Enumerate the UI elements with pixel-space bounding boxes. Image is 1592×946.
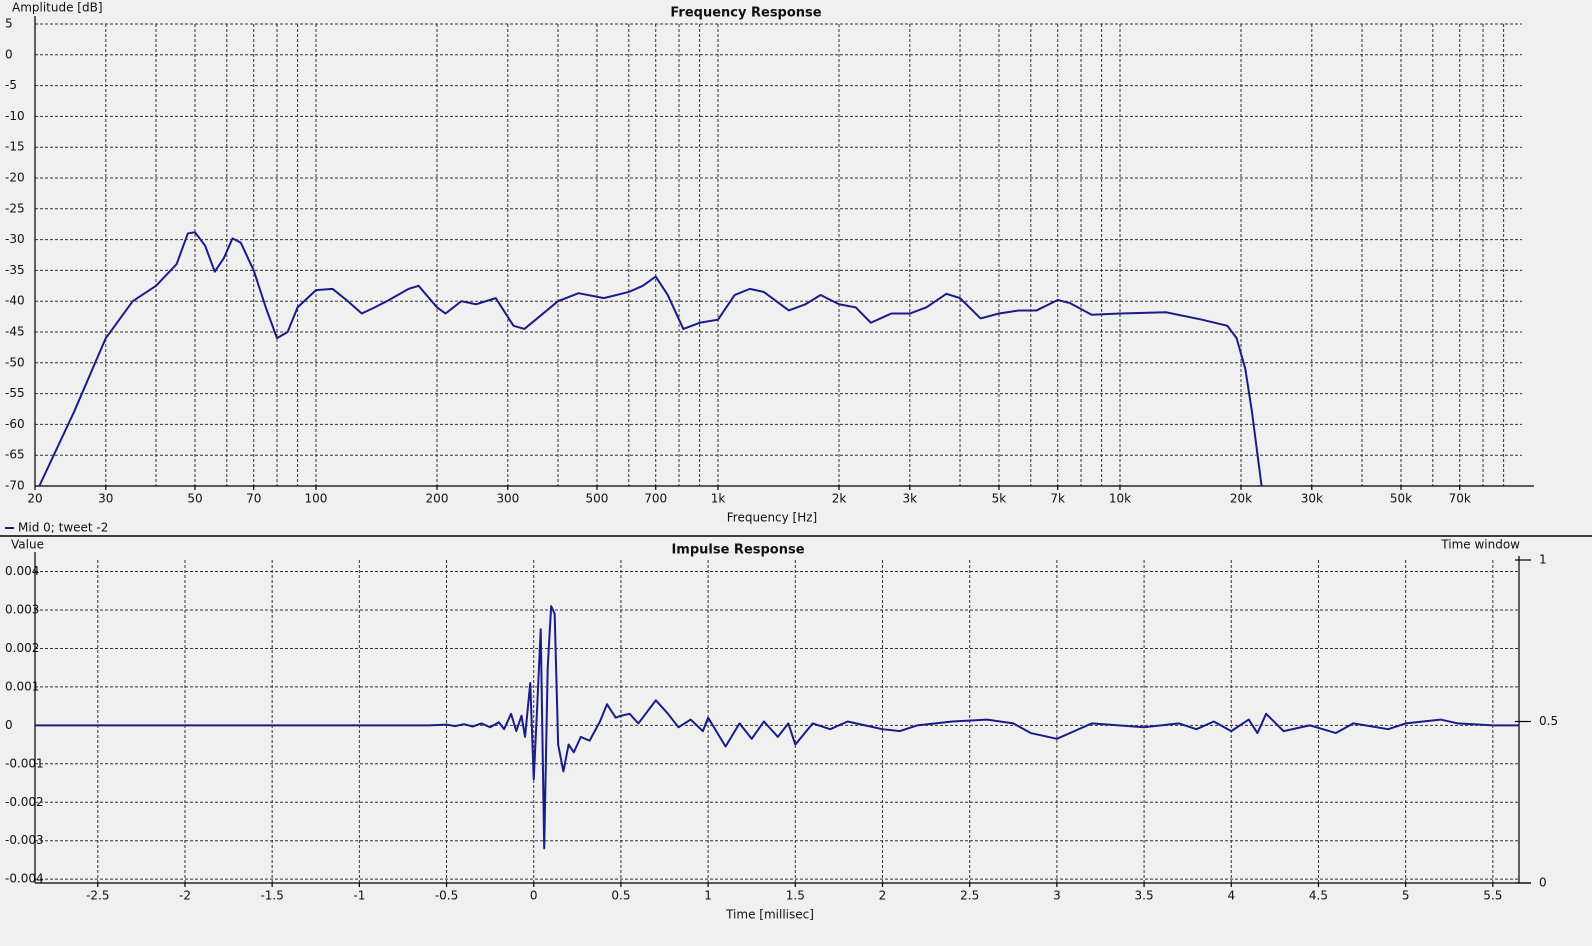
x-tick-label: -1	[353, 889, 365, 903]
y2-tick-label: 1	[1539, 553, 1547, 567]
y-axis-label: Amplitude [dB]	[12, 1, 103, 15]
y-tick-label: -65	[5, 448, 25, 462]
y-tick-label: 0.004	[5, 564, 39, 578]
x-tick-label: 200	[426, 492, 449, 506]
x-tick-label: 20	[27, 492, 42, 506]
y-tick-label: -0.002	[5, 795, 44, 809]
data-line	[38, 231, 1263, 487]
data-line	[35, 605, 1519, 850]
y-tick-label: -5	[5, 78, 17, 92]
y-tick-label: 0.003	[5, 602, 39, 616]
x-tick-label: 10k	[1109, 492, 1131, 506]
x-tick-label: -2	[179, 889, 191, 903]
y-tick-label: -15	[5, 140, 25, 154]
x-tick-label: 100	[305, 492, 328, 506]
y-tick-label: -70	[5, 479, 25, 493]
x-tick-label: 7k	[1050, 492, 1065, 506]
y-tick-label: -20	[5, 171, 25, 185]
x-tick-label: 3.5	[1135, 889, 1154, 903]
x-tick-label: 2.5	[960, 889, 979, 903]
x-tick-label: 0	[530, 889, 538, 903]
chart-title: Frequency Response	[670, 6, 821, 21]
x-tick-label: 70k	[1449, 492, 1471, 506]
y-tick-label: -0.003	[5, 833, 44, 847]
x-tick-label: 1.5	[786, 889, 805, 903]
y-tick-label: -50	[5, 355, 25, 369]
x-tick-label: -0.5	[435, 889, 458, 903]
x-tick-label: 30	[98, 492, 113, 506]
y-tick-label: -55	[5, 386, 25, 400]
x-tick-label: 0.5	[611, 889, 630, 903]
y-tick-label: 0.002	[5, 641, 39, 655]
x-tick-label: 5	[1402, 889, 1410, 903]
x-tick-label: 5.5	[1483, 889, 1502, 903]
x-tick-label: 2	[879, 889, 887, 903]
x-axis-label: Time [millisec]	[725, 908, 814, 922]
chart-title: Impulse Response	[671, 543, 804, 558]
x-tick-label: 500	[586, 492, 609, 506]
y2-axis-label: Time window	[1440, 538, 1520, 552]
x-tick-label: 4.5	[1309, 889, 1328, 903]
y-axis-label: Value	[11, 538, 44, 552]
y-tick-label: -0.001	[5, 756, 44, 770]
y-tick-label: -40	[5, 294, 25, 308]
legend-label: Mid 0; tweet -2	[18, 521, 108, 535]
y-tick-label: -60	[5, 417, 25, 431]
x-tick-label: 20k	[1230, 492, 1252, 506]
y2-tick-label: 0.5	[1539, 714, 1558, 728]
y-tick-label: 5	[5, 17, 13, 31]
y2-tick-label: 0	[1539, 876, 1547, 890]
y-tick-label: 0	[5, 47, 13, 61]
x-tick-label: 50k	[1390, 492, 1412, 506]
x-tick-label: 1k	[711, 492, 726, 506]
y-tick-label: -30	[5, 232, 25, 246]
y-tick-label: -45	[5, 325, 25, 339]
y-tick-label: 0	[5, 718, 13, 732]
x-tick-label: -2.5	[86, 889, 109, 903]
x-axis-label: Frequency [Hz]	[727, 511, 818, 525]
x-tick-label: -1.5	[260, 889, 283, 903]
x-tick-label: 3	[1053, 889, 1061, 903]
y-tick-label: -35	[5, 263, 25, 277]
x-tick-label: 1	[704, 889, 712, 903]
x-tick-label: 5k	[992, 492, 1007, 506]
y-tick-label: -25	[5, 201, 25, 215]
x-tick-label: 4	[1227, 889, 1235, 903]
x-tick-label: 30k	[1301, 492, 1323, 506]
y-tick-label: 0.001	[5, 679, 39, 693]
y-tick-label: -10	[5, 109, 25, 123]
x-tick-label: 3k	[903, 492, 918, 506]
x-tick-label: 300	[496, 492, 519, 506]
x-tick-label: 700	[644, 492, 667, 506]
x-tick-label: 50	[187, 492, 202, 506]
y-tick-label: -0.004	[5, 872, 44, 886]
x-tick-label: 2k	[832, 492, 847, 506]
x-tick-label: 70	[246, 492, 261, 506]
